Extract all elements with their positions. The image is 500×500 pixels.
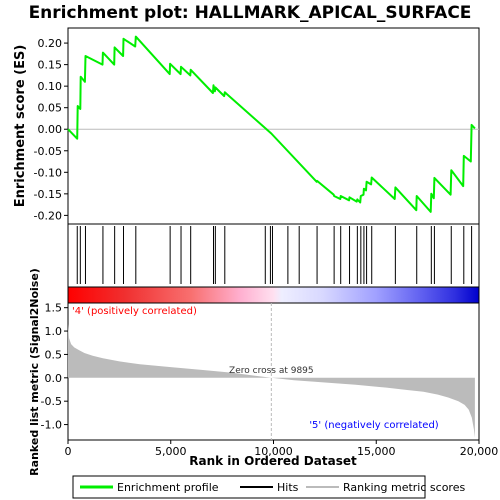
hit-marks xyxy=(76,226,473,284)
hits-panel xyxy=(67,223,480,288)
x-axis-ticks: 0 5,000 10,000 15,000 20,000 xyxy=(65,440,499,458)
metric-panel: Zero cross at 9895 '4' (positively corre… xyxy=(28,268,480,476)
es-y-axis-label: Enrichment score (ES) xyxy=(13,45,28,208)
x-tick-label: 5,000 xyxy=(155,445,187,458)
x-tick-label: 15,000 xyxy=(357,445,396,458)
metric-y-axis-label: Ranked list metric (Signal2Noise) xyxy=(28,268,41,476)
legend-hits-label: Hits xyxy=(277,481,299,494)
metric-y-tick-label: -0.5 xyxy=(41,395,62,408)
es-plot-area xyxy=(67,27,480,225)
metric-y-tick-label: 1.0 xyxy=(45,325,63,338)
es-y-tick-label: 0.15 xyxy=(38,59,63,72)
zero-cross-label: Zero cross at 9895 xyxy=(229,366,314,376)
es-y-tick-label: 0.10 xyxy=(38,80,63,93)
es-panel: -0.20 -0.15 -0.10 -0.05 0.00 0.05 0.10 0.15 0.20… xyxy=(13,27,480,225)
x-tick-label: 10,000 xyxy=(254,445,293,458)
metric-y-tick-label: -1.0 xyxy=(41,419,62,432)
positive-correlation-label: '4' (positively correlated) xyxy=(72,306,197,317)
x-tick-label: 20,000 xyxy=(460,445,499,458)
chart-title: Enrichment plot: HALLMARK_APICAL_SURFACE xyxy=(29,3,472,23)
legend-enrichment-profile-label: Enrichment profile xyxy=(117,481,219,494)
legend: Enrichment profile Hits Ranking metric s… xyxy=(72,475,465,499)
es-y-ticks: -0.20 -0.15 -0.10 -0.05 0.00 0.05 0.10 0.15 0.20 xyxy=(34,37,68,222)
negative-correlation-label: '5' (negatively correlated) xyxy=(309,420,438,431)
es-y-tick-label: -0.05 xyxy=(34,145,62,158)
es-y-tick-label: 0.00 xyxy=(38,123,63,136)
metric-y-tick-label: 1.5 xyxy=(45,302,63,315)
hits-plot-area xyxy=(67,223,480,288)
metric-y-tick-label: 0.0 xyxy=(45,372,63,385)
es-y-tick-label: -0.10 xyxy=(34,166,62,179)
x-axis-label: Rank in Ordered Dataset xyxy=(189,454,357,468)
x-tick-label: 0 xyxy=(65,445,72,458)
enrichment-profile-line xyxy=(67,35,476,213)
es-y-tick-label: 0.05 xyxy=(38,102,63,115)
rank-color-bar xyxy=(67,286,480,304)
es-y-tick-label: -0.15 xyxy=(34,188,62,201)
metric-y-ticks: -1.0 -0.5 0.0 0.5 1.0 1.5 xyxy=(41,302,68,432)
metric-y-tick-label: 0.5 xyxy=(45,348,63,361)
ranking-metric-area xyxy=(68,324,475,438)
legend-ranking-metric-label: Ranking metric scores xyxy=(343,481,465,494)
es-y-tick-label: -0.20 xyxy=(34,209,62,222)
es-y-tick-label: 0.20 xyxy=(38,37,63,50)
